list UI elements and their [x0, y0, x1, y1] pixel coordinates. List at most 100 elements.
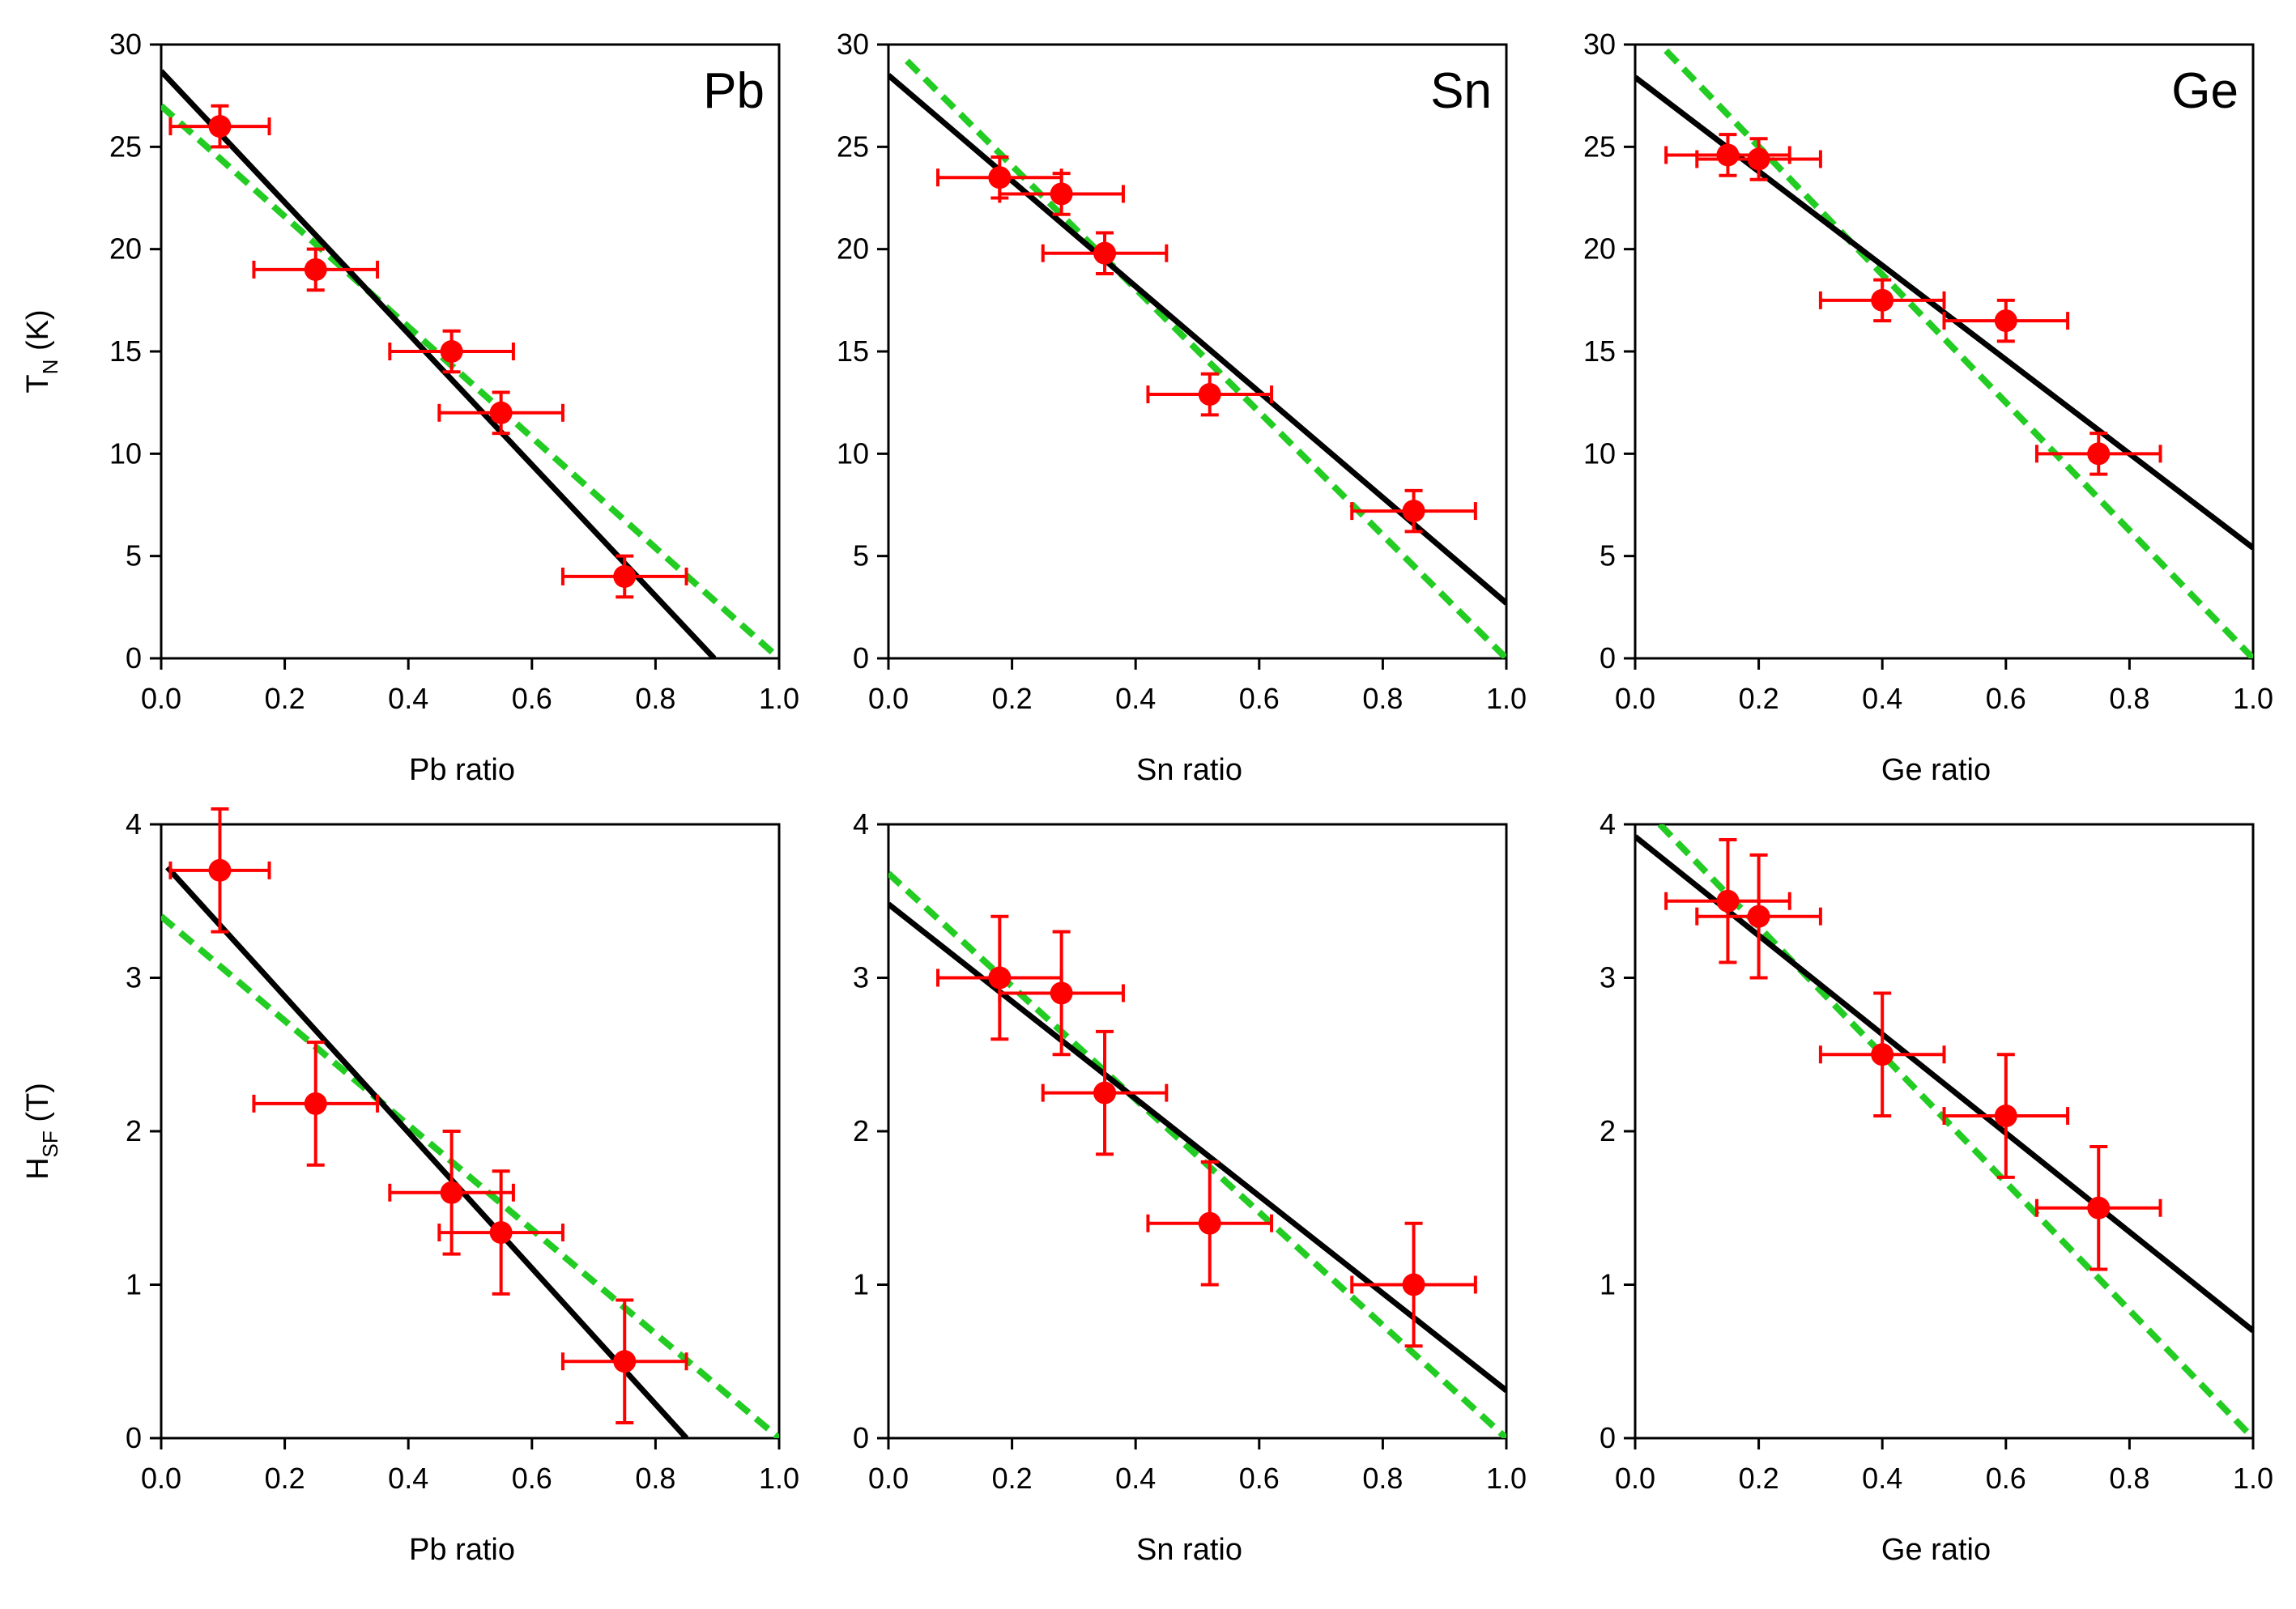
y-tick-label: 0 — [853, 641, 869, 675]
y-tick-label: 0 — [853, 1421, 869, 1454]
data-point — [304, 1092, 327, 1115]
fit-lines — [161, 865, 779, 1438]
y-axis-title-unit: (K) — [21, 309, 55, 359]
y-tick-label: 25 — [837, 130, 869, 163]
data-point-group — [2034, 432, 2162, 476]
data-point — [489, 401, 513, 424]
data-point — [440, 1181, 463, 1204]
y-tick-label: 30 — [1583, 28, 1616, 61]
y-tick-label: 20 — [1583, 232, 1616, 266]
y-tick-label: 3 — [1600, 961, 1616, 994]
data-point — [1093, 241, 1117, 265]
y-tick-label: 5 — [853, 539, 869, 573]
model-line-green-dashed — [905, 58, 1506, 658]
data-point-group — [560, 554, 688, 599]
data-point — [613, 564, 637, 588]
y-tick-label: 30 — [109, 28, 142, 61]
x-axis-title: Ge ratio — [1881, 1533, 1991, 1567]
data-point-group — [1695, 853, 1822, 980]
x-tick-label: 0.2 — [992, 1462, 1033, 1495]
model-line-green-dashed — [1663, 48, 2253, 658]
x-tick-label: 0.4 — [1862, 682, 1902, 715]
fit-lines — [888, 58, 1506, 658]
data-point — [208, 115, 232, 138]
y-tick-label: 5 — [126, 539, 142, 573]
fit-lines — [161, 69, 779, 658]
x-axis-title: Sn ratio — [1136, 753, 1242, 787]
y-tick-label: 0 — [126, 641, 142, 675]
data-point — [1716, 143, 1740, 167]
data-point — [1050, 981, 1073, 1005]
y-tick-label: 5 — [1600, 539, 1616, 573]
y-tick-label: 1 — [853, 1268, 869, 1301]
data-point-group — [437, 1169, 564, 1296]
y-tick-label: 0 — [1600, 641, 1616, 675]
data-point — [2087, 1196, 2111, 1220]
x-tick-label: 0.0 — [141, 682, 181, 715]
chart-panel-0: 0.0 0.2 0.4 0.6 0.8 1.0 0 5 10 15 20 25 30 Pb ratio TN… — [21, 28, 799, 787]
y-tick-label: 1 — [1600, 1268, 1616, 1301]
data-point-group — [1695, 137, 1822, 181]
data-point — [304, 258, 327, 281]
y-tick-label: 15 — [837, 334, 869, 368]
data-point — [489, 1221, 513, 1245]
x-tick-label: 0.2 — [992, 682, 1033, 715]
x-tick-label: 0.0 — [868, 1462, 909, 1495]
data-point-group — [437, 390, 564, 436]
y-tick-label: 15 — [109, 334, 142, 368]
y-axis-title-subscript: N — [38, 360, 62, 375]
y-tick-label: 0 — [126, 1421, 142, 1454]
x-tick-label: 0.4 — [1115, 682, 1156, 715]
x-axis-title: Pb ratio — [409, 1533, 515, 1567]
data-point — [1871, 1043, 1894, 1066]
model-line-green-dashed — [1657, 824, 2253, 1438]
x-tick-label: 1.0 — [759, 682, 799, 715]
data-point-group — [2034, 1144, 2162, 1271]
data-point — [1716, 889, 1740, 913]
x-tick-label: 1.0 — [1486, 1462, 1527, 1495]
x-tick-label: 0.0 — [1615, 682, 1655, 715]
data-point-group — [168, 104, 271, 149]
chart-panel-1: 0.0 0.2 0.4 0.6 0.8 1.0 0 5 10 15 20 25 30 Sn ratio Sn — [837, 28, 1527, 787]
x-tick-label: 0.8 — [2109, 682, 2149, 715]
data-point-group — [1041, 1029, 1169, 1156]
panel-label: Sn — [1430, 63, 1492, 119]
fit-lines — [1635, 824, 2253, 1438]
x-tick-label: 0.0 — [868, 682, 909, 715]
data-point — [1747, 905, 1770, 928]
data-point — [1747, 147, 1770, 171]
data-point-group — [560, 1298, 688, 1425]
x-tick-label: 1.0 — [2233, 1462, 2273, 1495]
data-point — [440, 340, 463, 363]
y-axis-title-main: T — [21, 374, 55, 393]
data-point — [1198, 383, 1221, 407]
data-point-group — [252, 247, 380, 292]
data-point — [1198, 1211, 1221, 1235]
panel-label: Ge — [2171, 63, 2238, 119]
model-line-green-dashed — [161, 103, 779, 658]
y-tick-label: 3 — [126, 961, 142, 994]
y-tick-label: 4 — [1600, 807, 1616, 841]
x-tick-label: 0.2 — [1739, 1462, 1779, 1495]
y-tick-label: 20 — [109, 232, 142, 266]
data-point — [1093, 1081, 1117, 1105]
x-tick-label: 0.6 — [1986, 682, 2026, 715]
x-tick-label: 0.8 — [2109, 1462, 2149, 1495]
x-tick-label: 0.4 — [388, 682, 428, 715]
chart-panel-4: 0.0 0.2 0.4 0.6 0.8 1.0 0 1 2 3 4 Sn ratio — [853, 807, 1527, 1567]
plot-frame — [160, 823, 781, 1440]
data-point-group — [1664, 133, 1791, 177]
data-point — [2087, 442, 2111, 466]
chart-panel-3: 0.0 0.2 0.4 0.6 0.8 1.0 0 1 2 3 4 Pb ratio HSF (T) — [21, 807, 799, 1567]
data-point — [1402, 1273, 1425, 1296]
data-point-group — [998, 930, 1125, 1057]
data-point — [1871, 288, 1894, 312]
y-tick-label: 15 — [1583, 334, 1616, 368]
data-point — [1994, 309, 2017, 333]
x-tick-label: 0.0 — [141, 1462, 181, 1495]
data-point-group — [1818, 278, 1946, 323]
y-tick-label: 1 — [126, 1268, 142, 1301]
fit-line-black — [1635, 834, 2253, 1334]
data-point — [988, 166, 1012, 189]
fit-line-black — [161, 69, 717, 658]
